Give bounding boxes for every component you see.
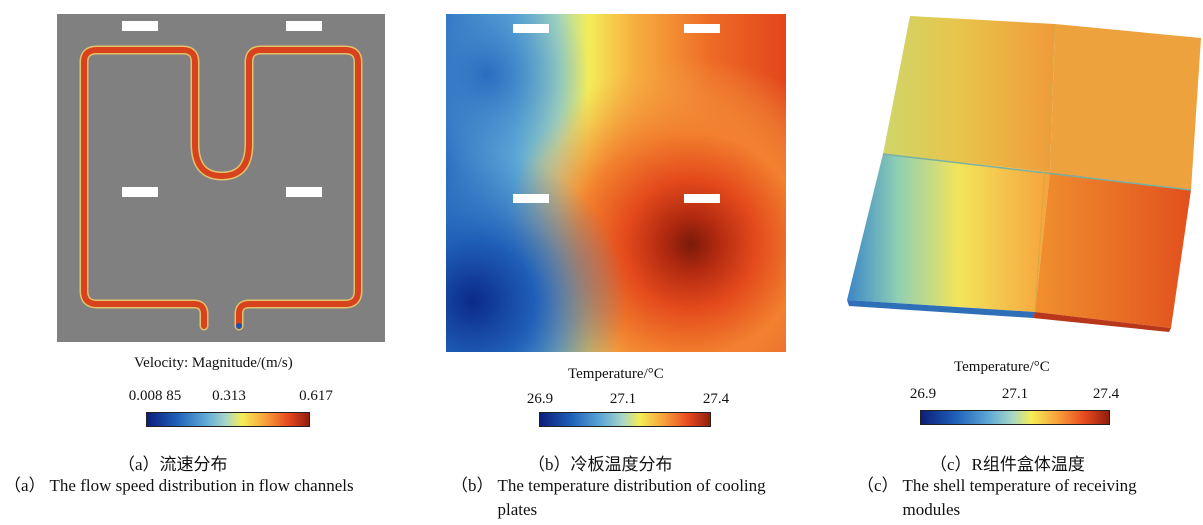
colorbar-tick: 27.4 bbox=[1092, 386, 1120, 402]
caption-en-prefix: （b） bbox=[451, 476, 494, 495]
colorbar-tick: 27.1 bbox=[1001, 386, 1029, 402]
caption-en-text: The temperature distribution of cooling … bbox=[497, 476, 766, 519]
colorbar bbox=[920, 410, 1110, 425]
colorbar-tick: 0.617 bbox=[299, 388, 333, 404]
caption-cn: （b）冷板温度分布 bbox=[528, 455, 673, 474]
caption-en: （a） The flow speed distribution in flow c… bbox=[4, 474, 374, 498]
colorbar-tick: 27.1 bbox=[609, 391, 637, 407]
colorbar-title: Temperature/°C bbox=[568, 366, 664, 382]
caption-en-prefix: （c） bbox=[857, 476, 899, 495]
colorbar-tick: 26.9 bbox=[909, 386, 937, 402]
colorbar bbox=[539, 412, 711, 427]
caption-en-text: The flow speed distribution in flow chan… bbox=[49, 476, 354, 495]
cooling-plate-temperature-plot bbox=[446, 14, 786, 352]
shell-temperature-plot bbox=[847, 16, 1201, 332]
colorbar-title: Velocity: Magnitude/(m/s) bbox=[134, 355, 293, 371]
colorbar-title: Temperature/°C bbox=[954, 359, 1050, 375]
caption-cn: （a）流速分布 bbox=[118, 455, 228, 474]
caption-en: （c） The shell temperature of receiving mo… bbox=[857, 474, 1202, 522]
colorbar-tick: 27.4 bbox=[702, 391, 730, 407]
caption-en: （b） The temperature distribution of cooli… bbox=[451, 474, 791, 522]
flow-velocity-plot bbox=[57, 14, 385, 342]
colorbar-tick: 26.9 bbox=[526, 391, 554, 407]
caption-en-text: The shell temperature of receiving modul… bbox=[902, 476, 1137, 519]
caption-en-prefix: （a） bbox=[4, 476, 46, 495]
colorbar-tick: 0.008 85 bbox=[128, 388, 182, 404]
colorbar-tick: 0.313 bbox=[212, 388, 246, 404]
caption-cn: （c）R组件盒体温度 bbox=[930, 455, 1085, 474]
colorbar bbox=[146, 412, 310, 427]
